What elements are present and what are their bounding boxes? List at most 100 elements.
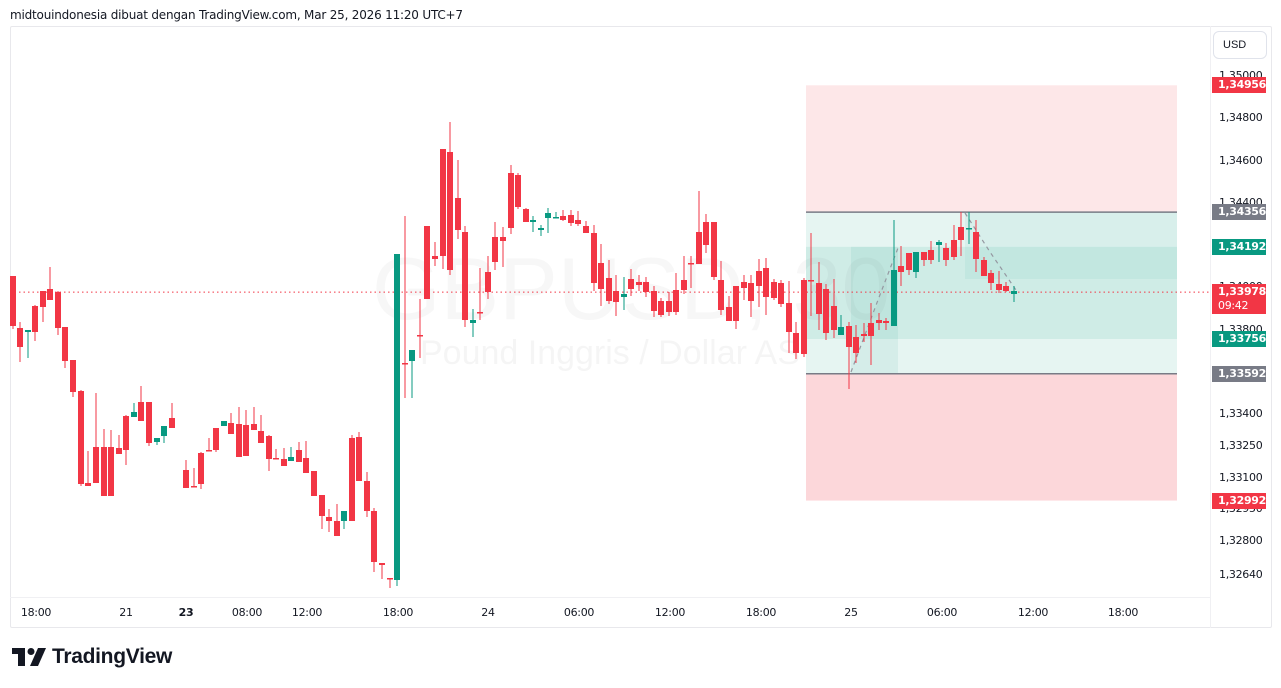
candle-body-down[interactable] [462,232,468,320]
candle-body-down[interactable] [606,278,612,301]
candle-body-up[interactable] [545,213,551,218]
candle-body-up[interactable] [161,426,167,436]
candle-body-down[interactable] [40,291,46,307]
candle-body-down[interactable] [988,273,994,283]
candle-body-down[interactable] [613,291,619,302]
candle-body-up[interactable] [538,228,544,230]
candle-body-down[interactable] [958,227,964,240]
candle-body-down[interactable] [748,283,754,301]
lower-level-badge[interactable]: 1,33592 [1212,365,1266,382]
candle-body-down[interactable] [101,447,107,496]
candle-body-down[interactable] [123,416,129,450]
candle-body-up[interactable] [966,228,972,230]
target-lower-badge[interactable]: 1,33756 [1212,331,1266,348]
candle-body-up[interactable] [891,270,897,326]
candle-body-down[interactable] [696,232,702,264]
candle-body-down[interactable] [973,232,979,259]
candle-body-down[interactable] [334,521,340,536]
candle-body-down[interactable] [485,272,491,292]
candle-body-down[interactable] [673,290,679,312]
candle-body-up[interactable] [394,254,400,580]
candle-body-down[interactable] [823,289,829,333]
candle-body-down[interactable] [243,425,249,456]
candle-body-up[interactable] [936,242,942,245]
candle-body-down[interactable] [560,216,566,220]
candle-body-down[interactable] [591,233,597,283]
candle-body-down[interactable] [387,578,393,580]
candle-body-up[interactable] [621,294,627,297]
candle-body-up[interactable] [341,511,347,521]
candle-body-up[interactable] [409,350,415,361]
candle-body-down[interactable] [326,517,332,521]
stop-zone-lower[interactable] [806,373,1177,501]
candle-body-down[interactable] [206,450,212,452]
candle-body-down[interactable] [78,391,84,484]
tradingview-logo[interactable]: TradingView [12,645,172,669]
candle-body-down[interactable] [198,453,204,484]
candle-body-down[interactable] [258,431,264,443]
candle-body-down[interactable] [816,283,822,314]
candle-body-down[interactable] [883,321,889,323]
candle-body-down[interactable] [981,260,987,276]
candle-body-down[interactable] [492,237,498,262]
candle-body-up[interactable] [838,327,844,335]
candle-body-down[interactable] [447,152,453,270]
candle-body-up[interactable] [221,421,227,426]
candle-body-down[interactable] [786,303,792,332]
candle-body-down[interactable] [508,173,514,228]
candle-body-up[interactable] [1011,291,1017,294]
candle-body-down[interactable] [726,307,732,321]
candle-body-up[interactable] [913,252,919,272]
candle-body-down[interactable] [636,282,642,285]
candle-body-down[interactable] [296,450,302,462]
candle-body-down[interactable] [1003,286,1009,291]
inner-target-zone[interactable] [806,246,1177,340]
candle-body-down[interactable] [228,423,234,434]
candle-body-down[interactable] [703,222,709,245]
candle-body-down[interactable] [898,266,904,272]
upper-level-badge[interactable]: 1,34356 [1212,204,1266,221]
candle-body-down[interactable] [169,418,175,428]
candle-body-down[interactable] [379,563,385,565]
candle-body-down[interactable] [371,511,377,562]
candle-body-down[interactable] [568,215,574,223]
candle-body-down[interactable] [303,458,309,473]
stop-loss-price-badge[interactable]: 1,34956 [1212,77,1266,94]
candle-body-down[interactable] [432,256,438,259]
target-upper-badge[interactable]: 1,34192 [1212,238,1266,255]
candle-body-down[interactable] [55,292,61,328]
candle-body-down[interactable] [575,220,581,224]
candle-body-down[interactable] [771,282,777,298]
candle-body-down[interactable] [273,458,279,460]
candle-body-down[interactable] [666,301,672,312]
currency-button[interactable]: USD [1213,31,1267,59]
candle-body-down[interactable] [763,268,769,297]
candle-body-down[interactable] [17,328,23,347]
candle-body-down[interactable] [756,271,762,286]
candle-body-up[interactable] [530,220,536,222]
candle-body-up[interactable] [553,217,559,219]
candle-body-up[interactable] [131,412,137,417]
candle-body-down[interactable] [651,291,657,311]
candle-body-down[interactable] [801,280,807,354]
candle-body-down[interactable] [996,284,1002,290]
candle-body-down[interactable] [32,306,38,332]
candle-body-down[interactable] [70,360,76,392]
candle-body-down[interactable] [146,402,152,443]
candle-body-up[interactable] [25,330,31,332]
candle-body-down[interactable] [93,447,99,483]
candle-body-down[interactable] [455,198,461,230]
lower-stop-badge[interactable]: 1,32992 [1212,492,1266,509]
candle-body-down[interactable] [523,209,529,222]
candle-body-down[interactable] [47,289,53,300]
candle-body-down[interactable] [311,471,317,496]
candle-body-down[interactable] [846,326,852,347]
candle-body-down[interactable] [116,448,122,454]
candle-body-down[interactable] [213,428,219,450]
candle-body-down[interactable] [402,363,408,365]
candle-body-down[interactable] [718,280,724,310]
candle-body-up[interactable] [470,320,476,323]
candle-body-down[interactable] [236,424,242,457]
candle-body-down[interactable] [10,276,16,326]
candle-body-down[interactable] [906,253,912,270]
